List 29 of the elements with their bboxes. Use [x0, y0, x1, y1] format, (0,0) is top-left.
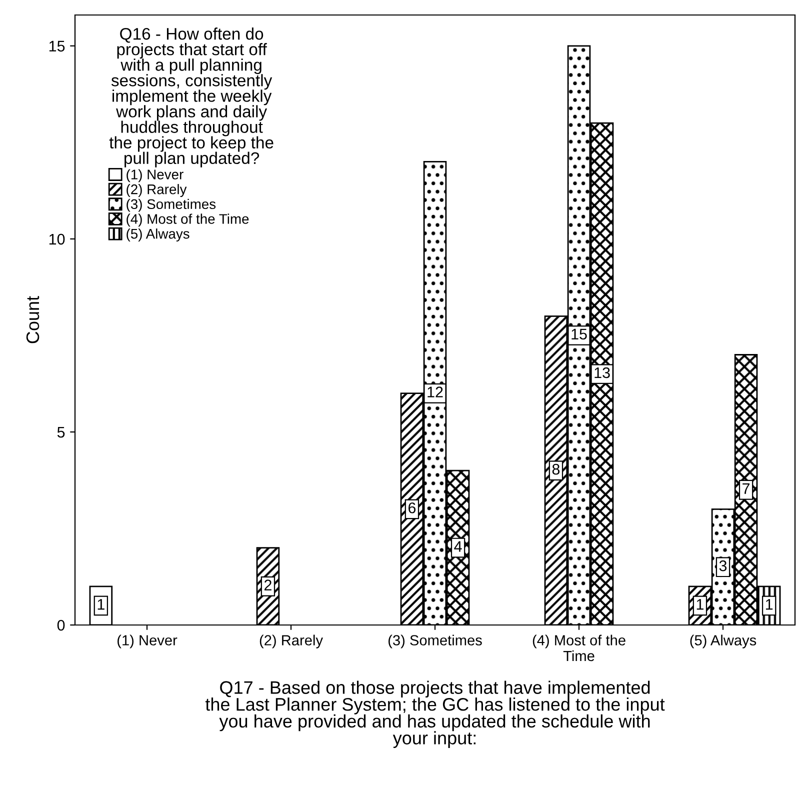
x-tick-label: (1) Never — [118, 634, 178, 648]
data-label: 1 — [696, 599, 704, 610]
y-tick-label: 10 — [49, 234, 65, 245]
data-label: 1 — [766, 599, 773, 610]
x-axis-title: Q17 - Based on those projects that have implemented the Last Planner System; the GC has listened to the input you have provided and has updated the schedule with your input: — [205, 680, 665, 748]
data-label: 6 — [408, 502, 416, 514]
legend-label: (4) Most of the Time — [126, 214, 249, 227]
data-label: 8 — [552, 464, 560, 475]
x-tick-label: (5) Always — [690, 634, 756, 648]
y-tick-label: 15 — [49, 40, 65, 52]
legend-label: (3) Sometimes — [126, 198, 216, 212]
data-label: 1 — [98, 599, 104, 610]
x-tick-label: (3) Sometimes — [388, 634, 482, 648]
data-label: 3 — [719, 560, 727, 572]
data-label: 15 — [572, 328, 587, 340]
y-axis-title: Count — [26, 296, 40, 344]
y-tick-label: 5 — [57, 426, 65, 438]
data-label: 13 — [594, 367, 610, 378]
legend-label: (2) Rarely — [126, 184, 187, 197]
data-label: 2 — [264, 580, 272, 590]
y-tick-label: 0 — [57, 620, 65, 631]
data-label: 12 — [428, 386, 443, 398]
text: Q16 - How often do projects that start off with a pull planning sessions, consistently implement the weekly work plans and daily huddles throughout the project to keep the pull plan updated? — [109, 28, 274, 168]
x-tick-label: (4) Most of the Time — [532, 634, 626, 662]
data-label: 4 — [454, 541, 462, 552]
x-tick-label: (2) Rarely — [260, 634, 323, 648]
legend-label: (5) Always — [126, 228, 190, 242]
data-label: 7 — [742, 483, 750, 494]
legend-label: (1) Never — [126, 169, 184, 182]
